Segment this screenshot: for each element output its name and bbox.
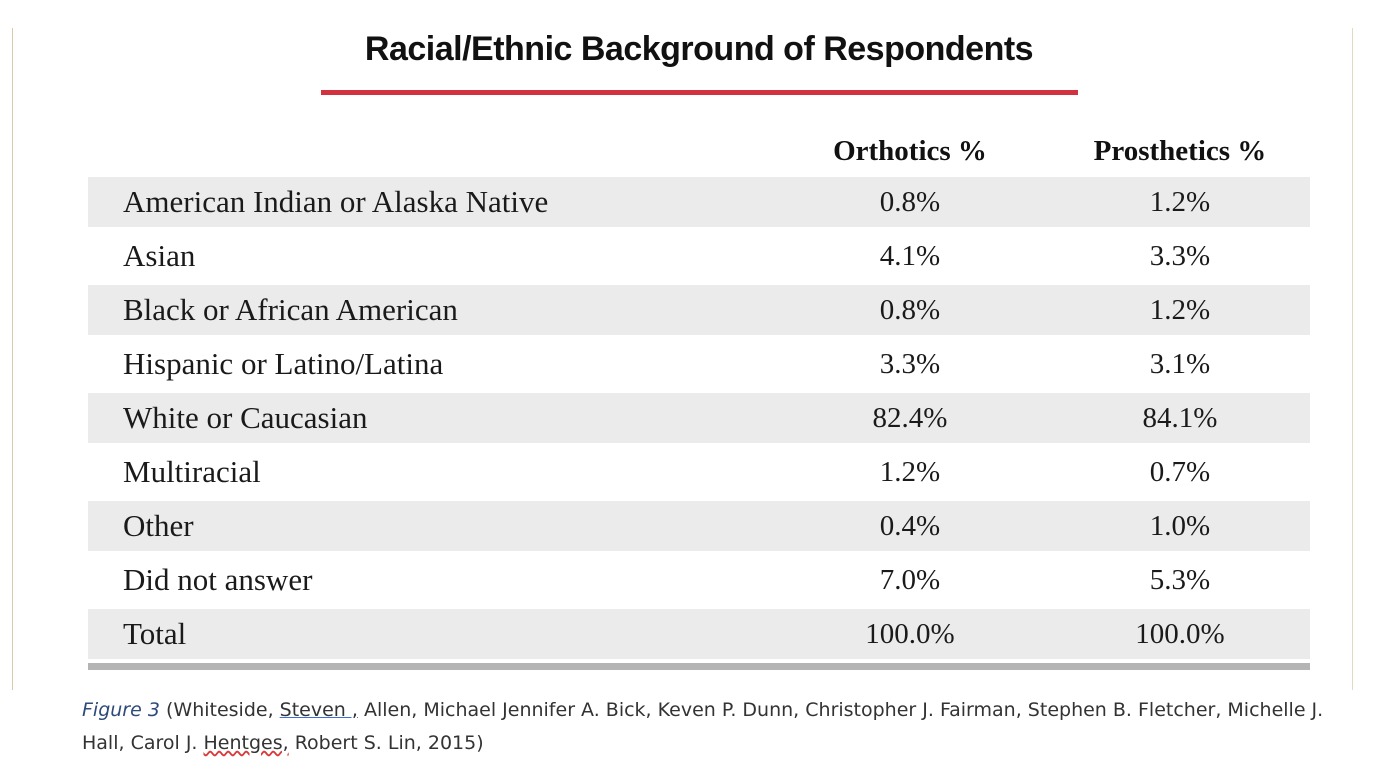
figure-label: Figure 3 [82, 699, 160, 721]
orthotics-value: 4.1% [879, 239, 941, 272]
prosthetics-value: 0.7% [1149, 455, 1211, 488]
row-label: Multiracial [123, 454, 261, 489]
column-header-orthotics: Orthotics % [833, 135, 987, 167]
figure-caption: Figure 3 (Whiteside, Steven , Allen, Mic… [82, 694, 1352, 760]
page-margin-left [12, 28, 13, 690]
prosthetics-value: 5.3% [1149, 563, 1211, 596]
table-row: American Indian or Alaska Native 0.8% 1.… [88, 177, 1310, 227]
table-title: Racial/Ethnic Background of Respondents [364, 30, 1034, 68]
table-row: White or Caucasian 82.4% 84.1% [88, 393, 1310, 443]
table-row-total: Total 100.0% 100.0% [88, 609, 1310, 659]
title-underline [321, 90, 1078, 95]
table-row: Black or African American 0.8% 1.2% [88, 285, 1310, 335]
row-label: Other [123, 508, 194, 543]
table-row: Hispanic or Latino/Latina 3.3% 3.1% [88, 339, 1310, 389]
row-label: Hispanic or Latino/Latina [123, 346, 444, 381]
column-header-prosthetics: Prosthetics % [1093, 135, 1267, 167]
data-table: American Indian or Alaska Native 0.8% 1.… [88, 177, 1310, 663]
orthotics-value: 3.3% [879, 347, 941, 380]
caption-author-hentges[interactable]: Hentges, [203, 732, 289, 754]
table-row: Multiracial 1.2% 0.7% [88, 447, 1310, 497]
table-row: Did not answer 7.0% 5.3% [88, 555, 1310, 605]
table-row: Other 0.4% 1.0% [88, 501, 1310, 551]
orthotics-value: 100.0% [865, 617, 955, 650]
orthotics-value: 82.4% [872, 401, 948, 434]
row-label: Asian [123, 238, 196, 273]
prosthetics-value: 1.0% [1149, 509, 1211, 542]
row-label: American Indian or Alaska Native [123, 184, 549, 219]
table-bottom-rule [88, 663, 1310, 670]
prosthetics-value: 1.2% [1149, 293, 1211, 326]
prosthetics-value: 1.2% [1149, 185, 1211, 218]
orthotics-value: 0.8% [879, 185, 941, 218]
orthotics-value: 7.0% [879, 563, 941, 596]
table-row: Asian 4.1% 3.3% [88, 231, 1310, 281]
row-label: Total [123, 616, 187, 651]
caption-text: (Whiteside, [159, 699, 280, 721]
prosthetics-value: 3.3% [1149, 239, 1211, 272]
orthotics-value: 0.4% [879, 509, 941, 542]
orthotics-value: 1.2% [879, 455, 941, 488]
row-label: White or Caucasian [123, 400, 368, 435]
caption-text: Allen, Michael Jennifer A. Bick, Keven P… [82, 699, 1324, 754]
caption-author-steven[interactable]: Steven , [279, 699, 358, 721]
prosthetics-value: 84.1% [1142, 401, 1218, 434]
prosthetics-value: 100.0% [1135, 617, 1225, 650]
row-label: Did not answer [123, 562, 313, 597]
orthotics-value: 0.8% [879, 293, 941, 326]
row-label: Black or African American [123, 292, 458, 327]
caption-text: Robert S. Lin, 2015) [288, 732, 484, 754]
prosthetics-value: 3.1% [1149, 347, 1211, 380]
page-margin-right [1352, 28, 1353, 690]
